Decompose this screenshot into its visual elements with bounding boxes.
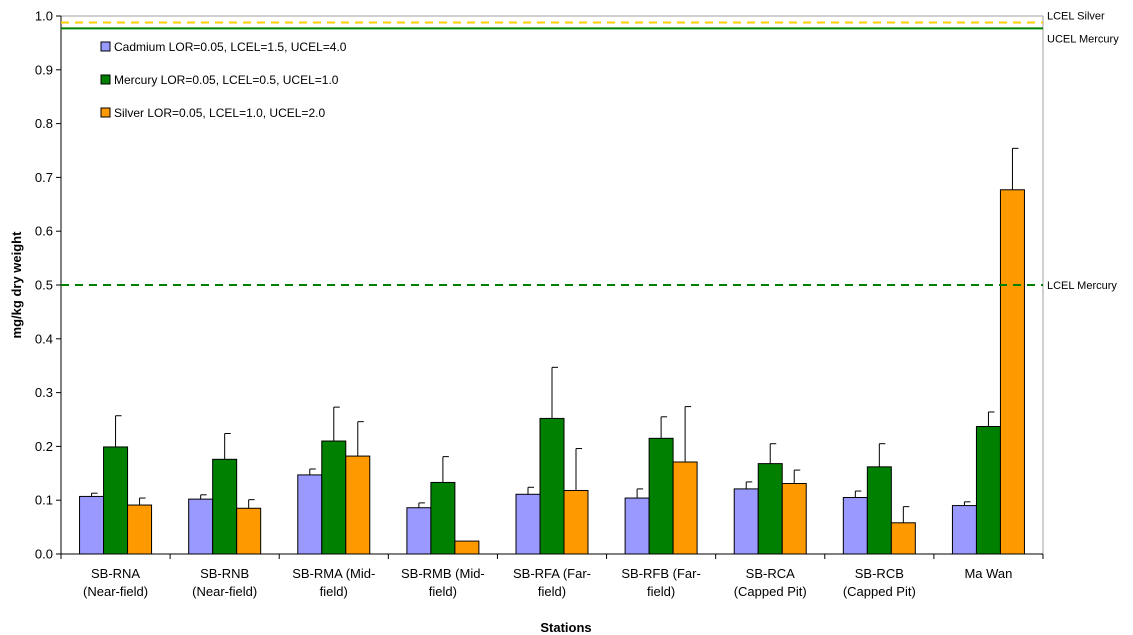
reference-line-label: LCEL Mercury bbox=[1047, 280, 1117, 292]
x-category-label: (Near-field) bbox=[83, 584, 148, 599]
bar-cadmium bbox=[951, 505, 977, 555]
x-category-label: SB-RCA bbox=[746, 566, 795, 581]
legend-swatch bbox=[100, 107, 111, 118]
bar-cadmium bbox=[297, 474, 323, 555]
bars-group bbox=[79, 189, 1025, 555]
bar-silver bbox=[127, 504, 153, 555]
y-tick-label: 0.8 bbox=[35, 116, 53, 131]
reference-line-label: UCEL Mercury bbox=[1047, 33, 1119, 45]
x-category-label: SB-RMB (Mid- bbox=[401, 566, 485, 581]
x-category-label: SB-RNA bbox=[91, 566, 140, 581]
bar-mercury bbox=[757, 463, 783, 555]
bar-cadmium bbox=[188, 498, 214, 555]
x-category-label: SB-RCB bbox=[855, 566, 904, 581]
x-category-label: field) bbox=[320, 584, 348, 599]
bar-mercury bbox=[321, 440, 347, 555]
x-category-label: field) bbox=[429, 584, 457, 599]
x-category-label: (Capped Pit) bbox=[734, 584, 807, 599]
x-category-label: Ma Wan bbox=[964, 566, 1012, 581]
y-tick-label: 0.0 bbox=[35, 547, 53, 562]
x-category-label: (Capped Pit) bbox=[843, 584, 916, 599]
bar-silver bbox=[236, 507, 262, 555]
x-axis-title: Stations bbox=[540, 620, 591, 635]
x-category-label: SB-RFB (Far- bbox=[621, 566, 700, 581]
bar-mercury bbox=[866, 466, 892, 555]
bar-mercury bbox=[648, 437, 674, 555]
bar-silver bbox=[890, 522, 916, 555]
x-category-label: SB-RMA (Mid- bbox=[292, 566, 375, 581]
bar-cadmium bbox=[406, 507, 432, 555]
bar-mercury bbox=[430, 481, 456, 555]
bar-silver bbox=[345, 455, 371, 555]
y-tick-label: 0.1 bbox=[35, 493, 53, 508]
bar-silver bbox=[454, 540, 480, 555]
bar-mercury bbox=[539, 417, 565, 555]
y-tick-label: 0.3 bbox=[35, 385, 53, 400]
bar-cadmium bbox=[79, 495, 105, 555]
x-category-label: SB-RFA (Far- bbox=[513, 566, 591, 581]
y-tick-label: 0.7 bbox=[35, 170, 53, 185]
legend: Cadmium LOR=0.05, LCEL=1.5, UCEL=4.0 Merc… bbox=[100, 40, 347, 120]
bar-silver bbox=[781, 483, 807, 555]
axes-group: 0.0 0.1 0.2 0.3 0.4 0.5 0.6 0.7 0.8 0.9 1.0 SB-RNA (… bbox=[35, 9, 1044, 599]
y-tick-label: 1.0 bbox=[35, 9, 53, 24]
x-category-label: field) bbox=[647, 584, 675, 599]
x-category-label: (Near-field) bbox=[192, 584, 257, 599]
legend-label: Cadmium LOR=0.05, LCEL=1.5, UCEL=4.0 bbox=[114, 40, 347, 54]
y-tick-label: 0.5 bbox=[35, 278, 53, 293]
bar-mercury bbox=[103, 446, 129, 555]
bar-cadmium bbox=[624, 497, 650, 555]
bar-mercury bbox=[975, 425, 1001, 555]
bar-cadmium bbox=[842, 497, 868, 555]
bar-cadmium bbox=[515, 493, 541, 555]
y-axis-title: mg/kg dry weight bbox=[9, 231, 24, 339]
x-category-label: SB-RNB bbox=[200, 566, 249, 581]
y-tick-label: 0.9 bbox=[35, 62, 53, 77]
y-tick-label: 0.4 bbox=[35, 331, 53, 346]
y-tick-label: 0.6 bbox=[35, 224, 53, 239]
reference-lines-group: LCEL Silver UCEL Mercury LCEL Mercury bbox=[61, 10, 1119, 292]
legend-label: Silver LOR=0.05, LCEL=1.0, UCEL=2.0 bbox=[114, 106, 325, 120]
x-category-label: field) bbox=[538, 584, 566, 599]
legend-swatch bbox=[100, 41, 111, 52]
legend-label: Mercury LOR=0.05, LCEL=0.5, UCEL=1.0 bbox=[114, 73, 339, 87]
bar-mercury bbox=[212, 458, 238, 555]
reference-line-label: LCEL Silver bbox=[1047, 10, 1105, 22]
bar-silver bbox=[563, 490, 589, 555]
bar-silver bbox=[672, 461, 698, 555]
y-tick-label: 0.2 bbox=[35, 439, 53, 454]
error-bars-group bbox=[91, 147, 1019, 523]
legend-swatch bbox=[100, 74, 111, 85]
bar-silver bbox=[999, 189, 1025, 555]
bar-cadmium bbox=[733, 488, 759, 555]
